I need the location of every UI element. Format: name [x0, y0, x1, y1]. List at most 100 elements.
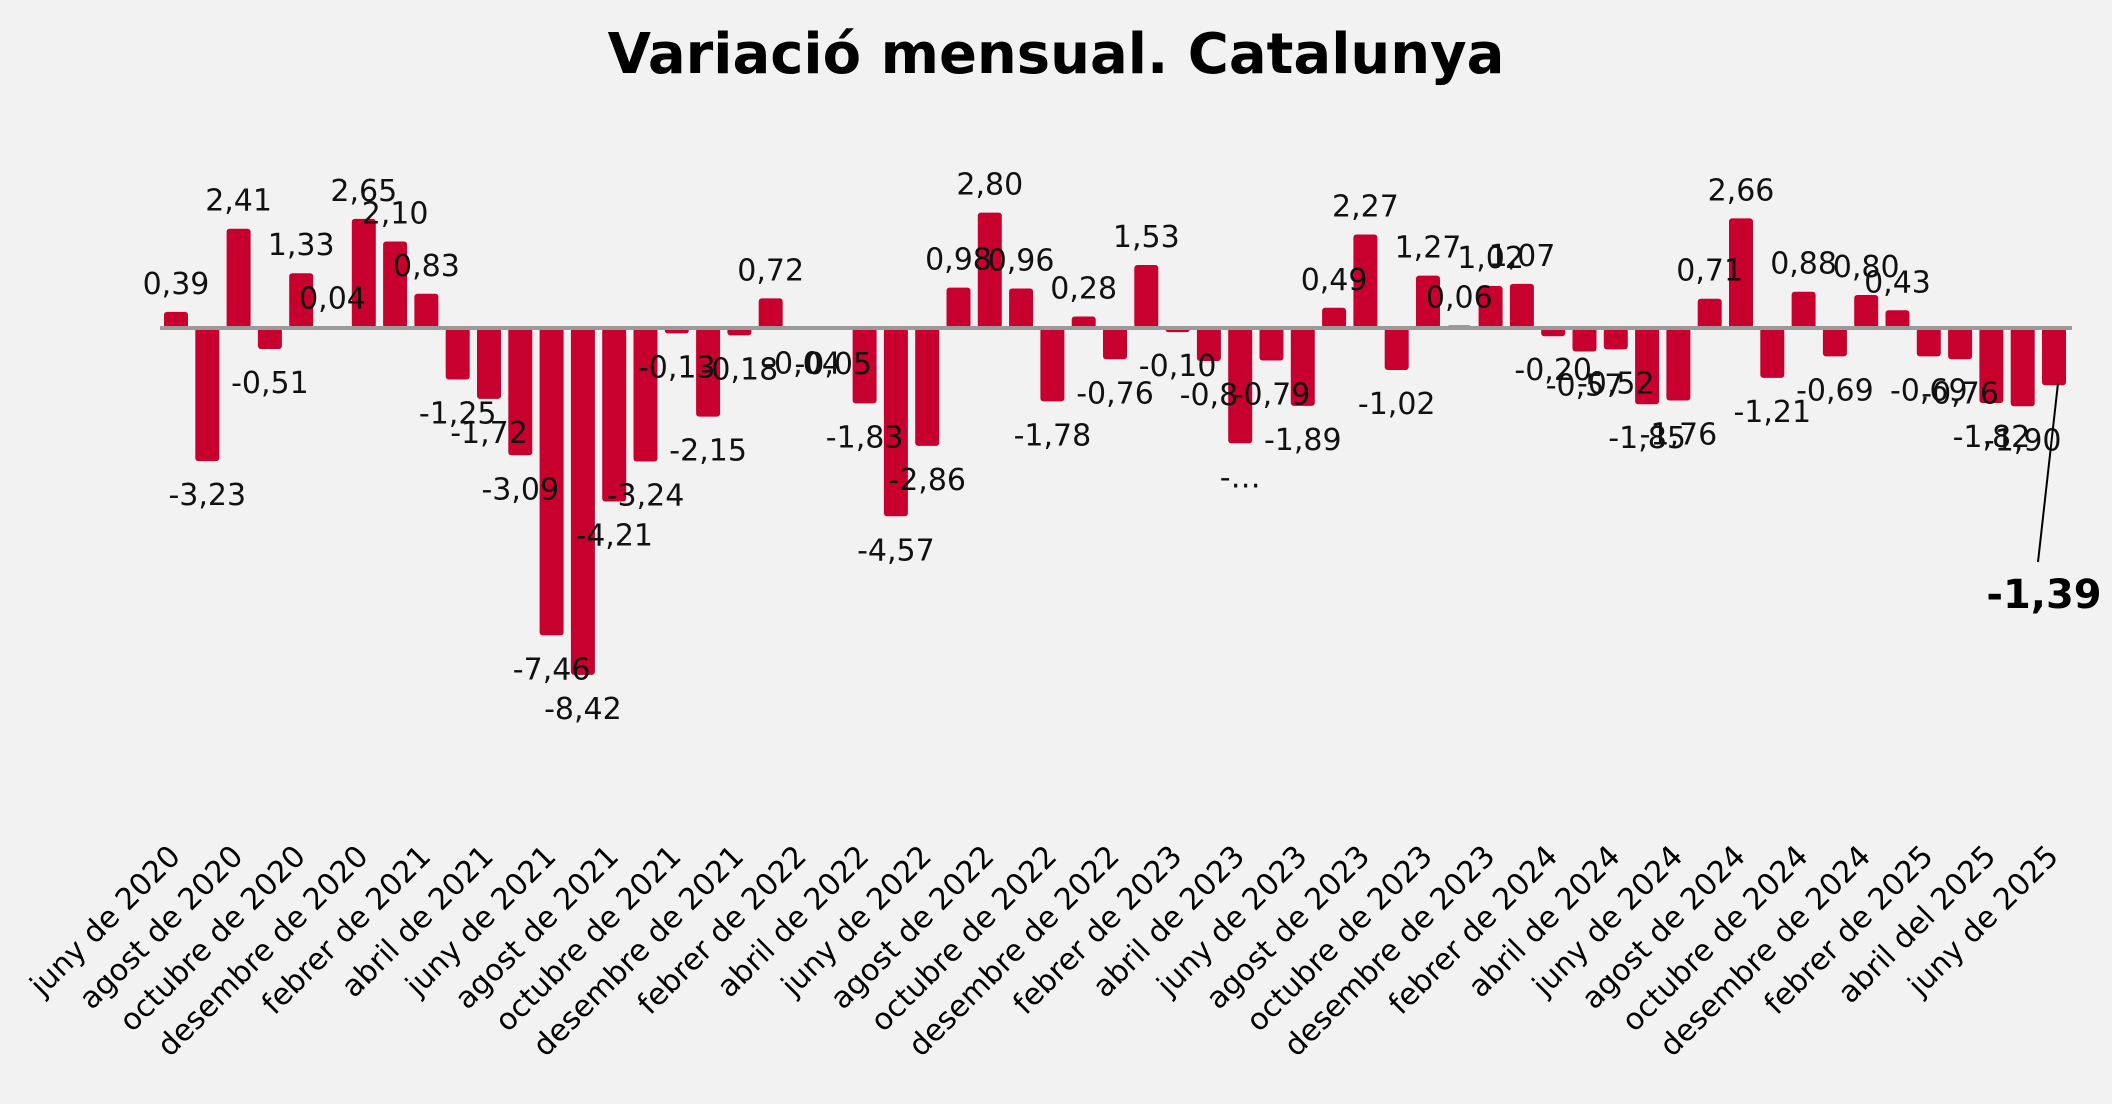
bar	[633, 328, 658, 462]
bar	[257, 328, 282, 350]
bar	[1259, 328, 1284, 361]
data-label: -1,83	[826, 420, 904, 455]
data-label: -2,15	[669, 434, 747, 469]
data-label: 0,49	[1301, 263, 1368, 298]
bar	[1979, 328, 2004, 403]
bar	[164, 311, 188, 328]
data-label: -1,85	[1608, 421, 1686, 456]
data-label: -0,10	[1139, 349, 1217, 384]
bar	[445, 328, 470, 380]
data-label: -1,72	[450, 416, 528, 451]
data-label: 0,80	[1833, 250, 1900, 285]
data-label: -0,57	[1546, 368, 1624, 403]
bar	[1948, 328, 1973, 360]
bar	[1009, 288, 1034, 328]
bar	[1416, 275, 1440, 328]
data-label: -8,42	[544, 692, 622, 727]
bar	[1791, 291, 1816, 328]
data-label: 0,83	[393, 249, 460, 284]
data-label: -1,78	[1014, 418, 1092, 453]
bar	[2042, 328, 2066, 386]
bar	[758, 298, 783, 328]
data-label: -1,90	[1984, 423, 2062, 458]
data-label: 1,27	[1395, 231, 1462, 266]
bar	[883, 328, 908, 517]
data-label: -0,69	[1890, 373, 1968, 408]
data-label: 0,72	[737, 253, 804, 288]
data-label: 2,65	[330, 174, 397, 209]
data-label: -…	[1220, 460, 1261, 495]
highlight-leader-line	[2037, 383, 2059, 563]
data-label: 1,07	[1489, 239, 1556, 274]
data-label: -1,82	[1953, 420, 2031, 455]
data-label: -0,51	[231, 366, 309, 401]
bar	[696, 328, 721, 417]
data-label: -0,20	[1514, 353, 1592, 388]
bar	[1666, 328, 1691, 401]
data-label: -3,24	[607, 478, 685, 513]
data-label: 1,02	[1457, 241, 1524, 276]
data-label: -1,76	[1640, 418, 1718, 453]
bar	[852, 328, 877, 404]
bar	[1103, 328, 1127, 360]
bar	[383, 241, 408, 328]
data-label: -1,02	[1358, 387, 1436, 422]
data-label: -0,13	[638, 350, 716, 385]
data-label: -1,89	[1264, 423, 1342, 458]
bar	[946, 287, 971, 328]
bar	[351, 218, 376, 328]
data-label: -7,46	[513, 652, 591, 687]
bar	[1603, 328, 1628, 350]
bar	[1478, 285, 1503, 328]
data-label: -0,04	[763, 347, 841, 382]
data-label: -4,57	[857, 533, 935, 568]
bar	[1916, 328, 1941, 357]
data-label: 0,96	[988, 243, 1055, 278]
bar	[1635, 328, 1660, 405]
bar	[1697, 298, 1722, 328]
bar	[1760, 328, 1785, 378]
data-label: -0,76	[1921, 376, 1999, 411]
data-label: 0,71	[1676, 254, 1743, 289]
bar	[1572, 328, 1597, 352]
bar	[1228, 328, 1253, 444]
data-label: -1,25	[419, 397, 497, 432]
bar	[602, 328, 627, 502]
bar	[1384, 328, 1409, 371]
data-label: 2,27	[1332, 189, 1399, 224]
data-label: -0,18	[701, 352, 779, 387]
bar	[508, 328, 533, 456]
data-label: 2,41	[205, 184, 272, 219]
data-label: -3,23	[168, 478, 246, 513]
bar	[414, 293, 439, 328]
data-label: -2,86	[888, 463, 966, 498]
data-label: -3,09	[481, 472, 559, 507]
data-label: 1,53	[1113, 220, 1180, 255]
bar	[477, 328, 501, 399]
data-label: -4,21	[575, 518, 653, 553]
bar	[570, 328, 595, 675]
data-label: -0,8	[1180, 378, 1239, 413]
bar	[1729, 218, 1753, 328]
bar	[1509, 283, 1534, 328]
bar	[226, 228, 251, 328]
highlight-data-label: -1,39	[1986, 572, 2101, 618]
data-label: -0,76	[1076, 376, 1154, 411]
bar	[2010, 328, 2035, 407]
bar	[1040, 328, 1065, 402]
data-label: 2,80	[956, 168, 1023, 203]
data-label: 0,98	[925, 243, 992, 278]
bar	[289, 273, 314, 328]
bar	[1196, 328, 1221, 361]
bar	[1353, 234, 1378, 328]
data-label: -1,21	[1733, 395, 1811, 430]
data-label: 0,43	[1864, 265, 1931, 300]
data-label: 0,39	[143, 267, 210, 302]
bar	[1322, 307, 1347, 328]
bar	[1071, 316, 1096, 328]
data-label: 2,66	[1708, 173, 1775, 208]
bar	[1885, 310, 1910, 328]
data-label: -0,05	[794, 347, 872, 382]
